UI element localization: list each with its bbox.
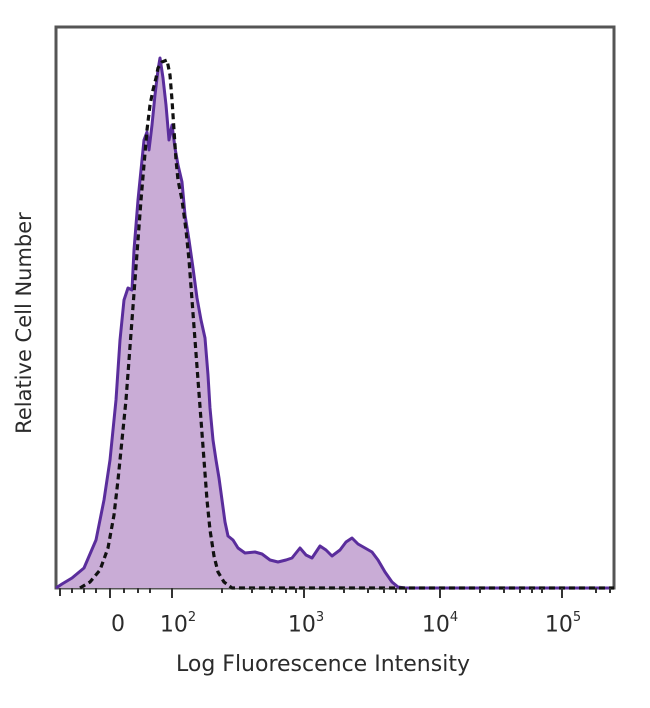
x-tick-exponent: 2 (187, 610, 197, 625)
x-tick-base: 10 (159, 612, 188, 638)
x-tick-10e3: 103 (287, 610, 325, 638)
stained-histogram-fill (56, 58, 614, 588)
x-tick-base: 10 (287, 612, 316, 638)
x-tick-exponent: 5 (572, 610, 582, 625)
x-tick-base: 10 (421, 612, 450, 638)
x-tick-base: 10 (544, 612, 573, 638)
y-axis-label: Relative Cell Number (12, 212, 36, 434)
x-axis-label: Log Fluorescence Intensity (176, 652, 470, 677)
y-axis-label-container: Relative Cell Number (4, 168, 44, 478)
control-histogram-dashed (79, 58, 614, 590)
x-tick-0: 0 (111, 612, 125, 637)
x-tick-10e4: 104 (421, 610, 459, 638)
x-tick-label: 0 (111, 612, 125, 637)
stained-histogram-outline (55, 56, 614, 590)
x-tick-exponent: 4 (449, 610, 459, 625)
x-tick-10e2: 102 (159, 610, 197, 638)
x-axis-ticks (59, 588, 611, 598)
x-tick-exponent: 3 (315, 610, 325, 625)
x-tick-10e5: 105 (544, 610, 582, 638)
